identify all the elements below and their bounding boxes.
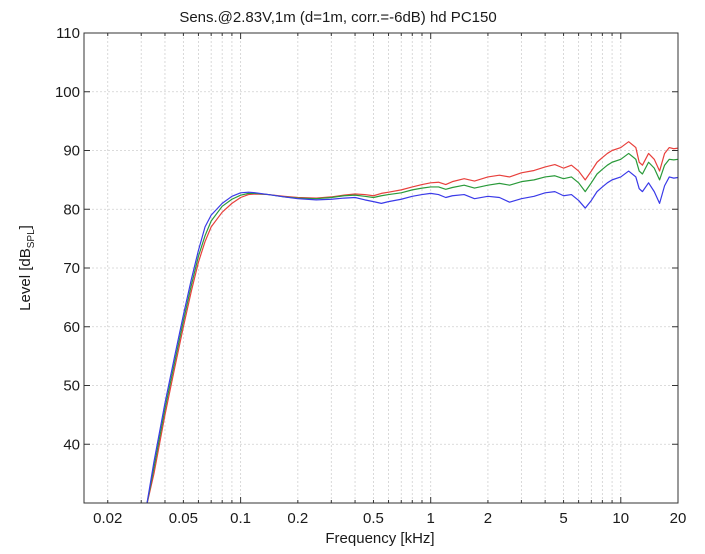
y-axis-label-main: Level [dB bbox=[17, 248, 34, 311]
x-tick-labels: 0.02 0.05 0.1 0.2 0.5 1 2 5 10 20 bbox=[93, 510, 686, 527]
x-tick-label: 0.5 bbox=[363, 510, 384, 527]
x-tick-label: 0.2 bbox=[287, 510, 308, 527]
axis-ticks bbox=[84, 32, 678, 503]
series-line-1 bbox=[146, 141, 678, 503]
y-tick-label: 70 bbox=[63, 260, 80, 277]
y-tick-label: 60 bbox=[63, 319, 80, 336]
x-tick-label: 0.1 bbox=[230, 510, 251, 527]
y-tick-labels: 40 50 60 70 80 90 100 110 bbox=[55, 25, 80, 453]
x-tick-label: 5 bbox=[559, 510, 567, 527]
x-axis-label: Frequency [kHz] bbox=[325, 530, 434, 547]
y-tick-label: 80 bbox=[63, 201, 80, 218]
series-line-3 bbox=[146, 170, 678, 503]
y-tick-label: 110 bbox=[56, 25, 80, 42]
x-tick-label: 0.02 bbox=[93, 510, 122, 527]
y-tick-label: 100 bbox=[55, 84, 80, 101]
grid-lines bbox=[84, 33, 678, 503]
x-tick-label: 10 bbox=[612, 510, 629, 527]
y-tick-label: 50 bbox=[63, 378, 80, 395]
y-axis-label-close: ] bbox=[17, 225, 34, 229]
y-tick-label: 40 bbox=[63, 436, 80, 453]
x-tick-label: 1 bbox=[427, 510, 435, 527]
series-lines bbox=[146, 141, 678, 503]
x-tick-label: 2 bbox=[484, 510, 492, 527]
x-tick-label: 20 bbox=[670, 510, 687, 527]
y-tick-label: 90 bbox=[63, 143, 80, 160]
x-tick-label: 0.05 bbox=[169, 510, 198, 527]
y-axis-label: Level [dBSPL] bbox=[17, 225, 37, 311]
series-line-2 bbox=[146, 152, 678, 503]
chart-title: Sens.@2.83V,1m (d=1m, corr.=-6dB) hd PC1… bbox=[179, 9, 496, 26]
y-axis-label-subscript: SPL bbox=[26, 229, 37, 248]
